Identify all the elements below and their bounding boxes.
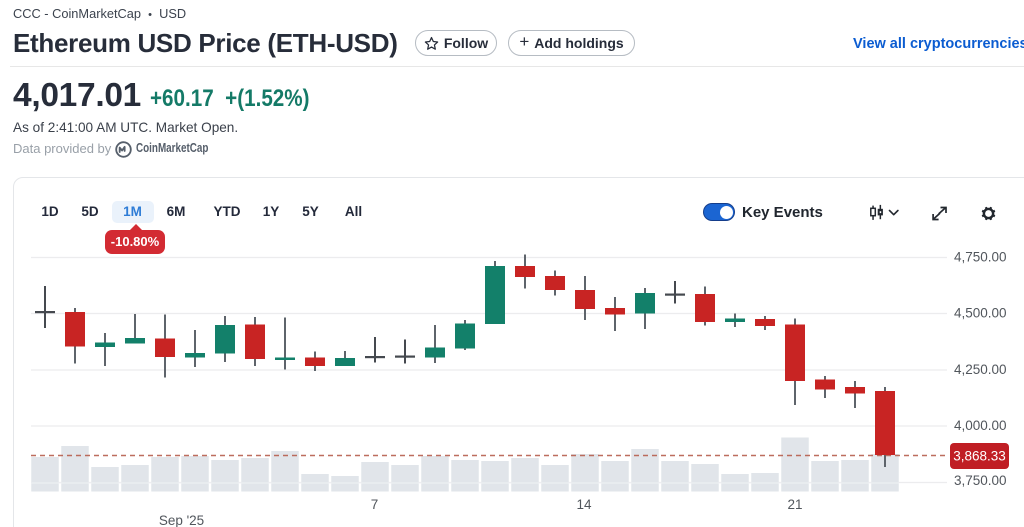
svg-text:14: 14 (576, 497, 592, 512)
svg-text:21: 21 (787, 497, 802, 512)
svg-text:3,750.00: 3,750.00 (954, 473, 1007, 488)
svg-text:3,868.33: 3,868.33 (953, 449, 1006, 464)
svg-text:4,000.00: 4,000.00 (954, 418, 1007, 433)
svg-text:4,250.00: 4,250.00 (954, 362, 1007, 377)
svg-text:4,750.00: 4,750.00 (954, 250, 1007, 265)
svg-text:4,500.00: 4,500.00 (954, 306, 1007, 321)
svg-text:7: 7 (371, 497, 379, 512)
svg-text:Sep '25: Sep '25 (159, 513, 204, 527)
